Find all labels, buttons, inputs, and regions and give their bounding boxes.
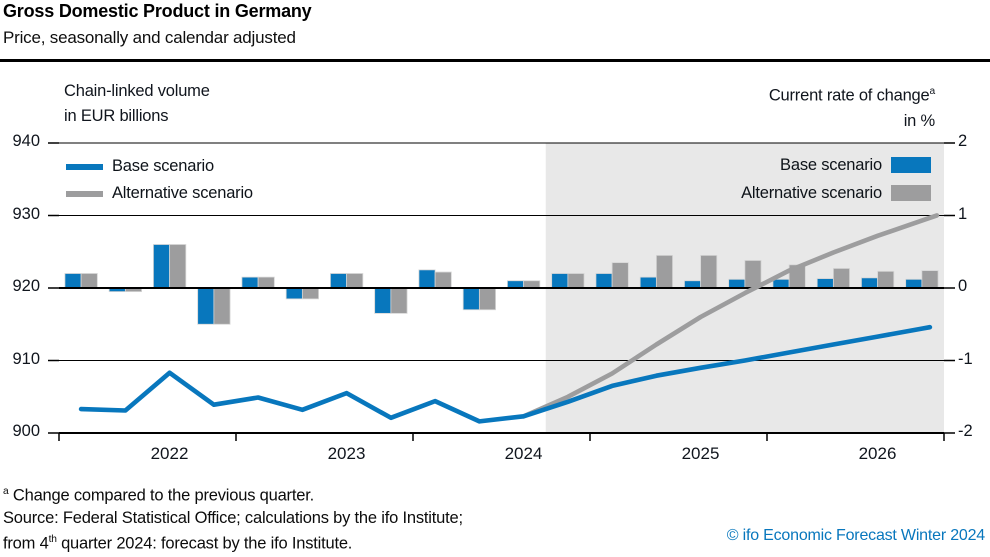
line-base-scenario [78,324,933,424]
bar-legend: Base scenario Alternative scenario [741,151,931,207]
bar-base-2024Q1 [418,269,436,289]
footnote-source: Source: Federal Statistical Office; calc… [3,508,463,527]
right-axis-tick-label: -2 [958,422,973,440]
bar-legend-item-alternative: Alternative scenario [741,179,931,207]
left-axis-tick-label: 920 [12,277,40,295]
bar-base-2023Q2 [285,287,303,300]
line-legend-item-base: Base scenario [66,153,253,180]
bar-alternative-2023Q4 [390,287,408,314]
base-line-swatch [66,163,103,170]
left-axis-tick-label: 940 [12,132,40,150]
bar-legend-label-alternative: Alternative scenario [741,183,882,202]
year-label-2022: 2022 [150,444,189,463]
bar-legend-item-base: Base scenario [741,151,931,179]
left-axis-title-line1: Chain-linked volume [64,82,210,100]
bar-base-2022Q1 [64,273,82,289]
bar-alternative-2024Q2 [478,287,496,311]
bar-alternative-2024Q4 [567,273,585,289]
bar-alternative-2023Q3 [346,273,364,289]
left-axis-tick-label: 930 [12,204,40,223]
copyright-notice: © ifo Economic Forecast Winter 2024 [726,527,985,544]
line-legend-label-base: Base scenario [112,157,214,175]
year-label-2024: 2024 [504,444,543,463]
right-axis-title: Current rate of changea in % [769,79,935,134]
bar-base-2023Q3 [330,273,348,289]
bar-base-2026Q1 [772,278,790,289]
bar-alternative-2025Q1 [611,262,629,289]
bar-alternative-2026Q4 [921,270,939,289]
page-title: Gross Domestic Product in Germany [3,1,312,21]
bar-base-2026Q4 [905,278,923,289]
alternative-line-swatch [66,190,103,197]
year-label-2025: 2025 [681,444,720,463]
year-label-2026: 2026 [858,444,897,463]
bar-alternative-2025Q2 [655,254,673,289]
bar-base-2025Q1 [595,273,613,289]
line-legend: Base scenario Alternative scenario [66,153,253,207]
bar-base-2025Q3 [684,280,702,289]
bar-base-2023Q1 [241,276,259,289]
left-axis-title: Chain-linked volume in EUR billions [64,79,210,129]
header-divider [0,59,990,62]
right-axis-tick-label: 0 [958,277,968,295]
alternative-bar-swatch [891,185,931,201]
right-axis-tick-label: 2 [958,132,968,150]
bar-base-2024Q3 [507,280,525,289]
right-axis-tick-label: 1 [958,204,968,223]
bar-alternative-2024Q1 [434,271,452,289]
right-axis-title-line1: Current rate of changea [768,86,936,105]
bar-alternative-2022Q1 [80,273,98,289]
line-legend-label-alternative: Alternative scenario [112,184,253,202]
bar-alternative-2025Q3 [700,254,718,289]
bar-base-2025Q4 [728,278,746,289]
bar-alternative-2022Q4 [213,287,231,325]
bar-base-2024Q2 [462,287,480,311]
bar-alternative-2026Q3 [877,270,895,289]
bar-alternative-2026Q2 [832,268,850,289]
left-axis-tick-label: 910 [12,349,40,368]
line-alternative-scenario [521,213,940,419]
bar-base-2022Q3 [153,244,171,289]
bar-legend-label-base: Base scenario [780,155,882,174]
footnote-forecast: from 4th quarter 2024: forecast by the i… [3,533,353,553]
bar-alternative-2024Q3 [523,280,541,289]
footnotes: a Change compared to the previous quarte… [3,481,463,554]
bar-alternative-2023Q2 [301,287,319,300]
bar-alternative-2023Q1 [257,276,275,289]
bar-base-2022Q4 [197,287,215,325]
bar-base-2025Q2 [639,276,657,289]
bar-base-2023Q4 [374,287,392,314]
footnote-change-note: a Change compared to the previous quarte… [3,486,314,505]
line-legend-item-alternative: Alternative scenario [66,180,253,207]
bar-base-2026Q2 [816,278,834,289]
bar-base-2024Q4 [551,273,569,289]
bar-alternative-2022Q3 [169,244,187,289]
bar-base-2026Q3 [861,277,879,289]
page-subtitle: Price, seasonally and calendar adjusted [3,28,296,47]
base-bar-swatch [891,157,931,173]
left-axis-title-line2: in EUR billions [64,107,169,125]
year-label-2023: 2023 [327,444,366,463]
right-axis-tick-label: -1 [958,349,973,368]
left-axis-tick-label: 900 [12,422,40,440]
footnote-marker-superscript: a [929,86,936,97]
right-axis-title-line2: in % [903,111,936,130]
